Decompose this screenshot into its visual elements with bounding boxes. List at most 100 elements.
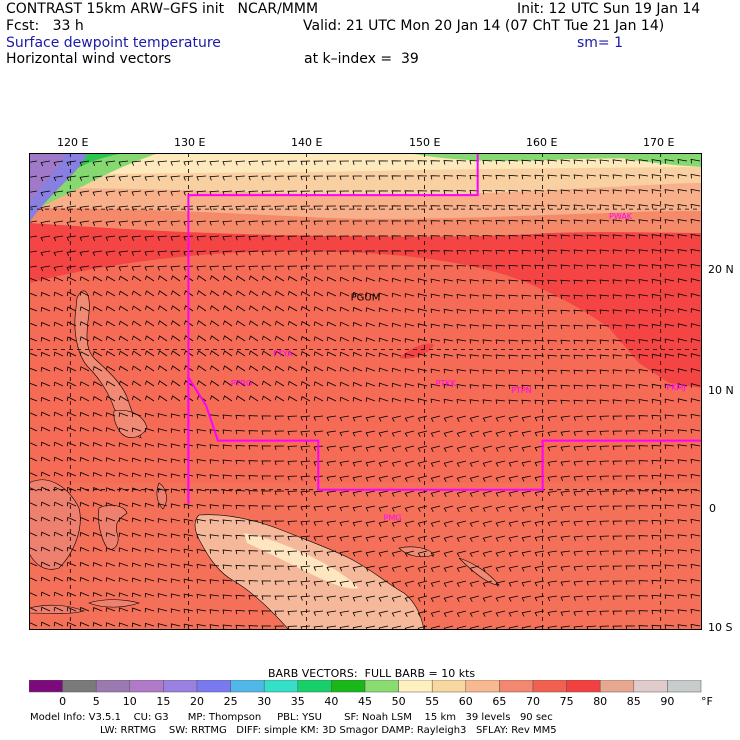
wind-barb — [586, 219, 597, 224]
wind-barb — [482, 309, 493, 314]
station-label: PTPN — [511, 386, 532, 395]
wind-barb — [443, 595, 454, 602]
wind-barb — [53, 591, 64, 597]
field-name: Surface dewpoint temperature — [6, 35, 221, 51]
wind-barb — [170, 578, 181, 583]
wind-barb — [677, 579, 688, 584]
wind-barb — [326, 490, 337, 497]
wind-barb — [287, 445, 298, 451]
wind-barb — [222, 564, 233, 570]
wind-barb — [521, 505, 532, 512]
wind-barb — [144, 472, 155, 478]
wind-barb — [417, 445, 428, 452]
wind-barb — [482, 234, 493, 240]
wind-barb — [430, 595, 441, 602]
region-boundary-east — [187, 374, 702, 504]
wind-barb — [248, 550, 259, 555]
wind-barb — [313, 190, 324, 196]
wind-barb — [534, 565, 545, 572]
wind-barb — [235, 305, 246, 312]
wind-barb — [521, 430, 532, 437]
wind-barb — [118, 577, 129, 582]
wind-barb — [508, 354, 519, 360]
wind-barb — [40, 190, 51, 197]
wind-barb — [508, 264, 519, 270]
wind-barb — [495, 294, 506, 299]
wind-barb — [677, 353, 688, 358]
wind-barb — [79, 235, 90, 242]
wind-barb — [287, 175, 298, 181]
wind-barb — [235, 564, 246, 570]
wind-barb — [625, 249, 636, 254]
wind-barb — [352, 160, 362, 166]
wind-barb — [378, 322, 389, 328]
wind-barb — [638, 159, 649, 164]
wind-barb — [430, 415, 441, 422]
wind-barb — [339, 265, 350, 271]
wind-barb — [79, 291, 90, 297]
wind-barb — [456, 354, 467, 359]
wind-barb — [287, 430, 298, 436]
wind-barb — [274, 580, 285, 586]
wind-barb — [339, 381, 350, 387]
wind-barb — [274, 430, 285, 436]
wind-barb — [456, 580, 467, 587]
wind-barb — [40, 336, 51, 342]
wind-barb — [131, 350, 142, 357]
wind-barb — [53, 411, 64, 417]
wind-barb — [118, 335, 129, 342]
wind-barb — [29, 591, 38, 597]
wind-barb — [92, 395, 103, 402]
wind-barb — [599, 399, 610, 404]
wind-barb — [378, 520, 389, 527]
wind-barb — [469, 339, 480, 344]
wind-barb — [144, 592, 155, 598]
wind-barb — [560, 430, 571, 437]
valid-time: Valid: 21 UTC Mon 20 Jan 14 (07 ChT Tue … — [303, 18, 665, 34]
lon-label: 140 E — [291, 136, 323, 149]
wind-barb — [378, 307, 389, 313]
wind-barb — [560, 565, 571, 572]
wind-barb — [235, 350, 246, 357]
wind-barb — [365, 625, 376, 630]
wind-barb — [170, 335, 181, 342]
wind-barb — [404, 160, 415, 165]
wind-barb — [495, 264, 506, 270]
wind-barb — [326, 445, 337, 452]
wind-barb — [391, 175, 402, 180]
wind-barb — [300, 265, 311, 271]
wind-barb — [378, 625, 389, 630]
wind-barb — [391, 307, 402, 313]
wind-barb — [287, 415, 298, 421]
wind-barb — [118, 190, 129, 196]
wind-barb — [183, 593, 194, 599]
wind-barb — [456, 505, 467, 512]
wind-barb — [170, 265, 181, 271]
wind-barb — [183, 428, 194, 434]
wind-barb — [105, 275, 116, 282]
wind-barb — [157, 503, 168, 508]
wind-barb — [365, 610, 376, 617]
wind-barb — [235, 474, 246, 480]
wind-barb — [313, 595, 324, 601]
wind-barb — [248, 320, 259, 327]
wind-barb — [547, 294, 558, 300]
wind-barb — [404, 265, 415, 270]
wind-barb — [469, 580, 480, 587]
wind-barb — [118, 532, 129, 537]
wind-barb — [248, 350, 259, 357]
wind-barb — [677, 414, 688, 419]
colorbar-unit: °F — [701, 695, 713, 708]
wind-barb — [352, 366, 363, 372]
wind-barb — [300, 365, 311, 372]
wind-barb — [209, 250, 220, 256]
wind-barb — [495, 535, 506, 542]
wind-barb — [170, 395, 181, 402]
wind-barb — [560, 475, 571, 482]
wind-barb — [170, 488, 181, 493]
wind-barb — [365, 565, 376, 572]
wind-barb — [157, 160, 168, 166]
wind-barb — [560, 354, 571, 360]
wind-barb — [53, 366, 64, 372]
wind-barb — [105, 607, 116, 612]
